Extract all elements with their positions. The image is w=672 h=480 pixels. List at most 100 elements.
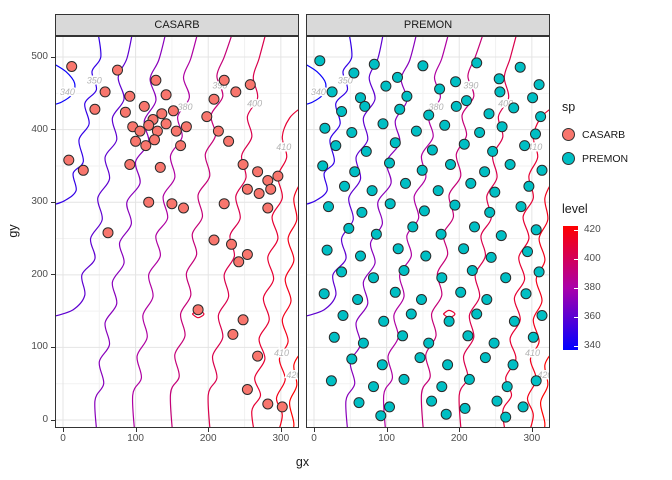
- x-tick-label: 300: [272, 433, 290, 444]
- data-point: [368, 272, 379, 284]
- contour-line: [131, 36, 198, 428]
- data-point: [436, 272, 448, 284]
- tick-mark: [51, 56, 55, 58]
- data-point: [339, 180, 350, 192]
- data-point: [463, 373, 475, 385]
- contour-line: [306, 36, 353, 205]
- data-point: [252, 350, 264, 362]
- data-point: [314, 55, 326, 67]
- data-point: [130, 135, 142, 147]
- data-point: [496, 121, 508, 133]
- y-tick-label: 500: [31, 51, 48, 63]
- data-point: [439, 119, 451, 131]
- data-point: [368, 58, 380, 70]
- data-point: [160, 118, 172, 130]
- data-point: [479, 352, 491, 364]
- data-point: [485, 251, 497, 263]
- data-point: [112, 64, 123, 76]
- data-point: [405, 308, 417, 320]
- data-point: [410, 125, 422, 137]
- data-point: [357, 337, 369, 349]
- data-point: [494, 86, 506, 98]
- data-point: [330, 140, 342, 152]
- data-point: [326, 86, 338, 98]
- data-point: [426, 144, 438, 156]
- data-point: [325, 375, 337, 387]
- data-point: [416, 294, 427, 305]
- contour-label: 390: [463, 80, 478, 90]
- data-point: [321, 244, 333, 256]
- data-point: [434, 83, 446, 95]
- x-tick-label: 200: [450, 433, 468, 444]
- tick-mark: [208, 428, 210, 432]
- x-tick-label: 0: [311, 433, 317, 444]
- casarb-point-swatch: [562, 128, 575, 141]
- contour-line: [55, 36, 133, 317]
- data-point: [504, 159, 516, 170]
- data-point: [175, 140, 187, 152]
- contour-line: [526, 184, 550, 428]
- data-point: [514, 61, 526, 73]
- data-point: [508, 102, 520, 114]
- y-tick-label: 300: [31, 196, 48, 208]
- data-point: [241, 249, 253, 260]
- data-point: [237, 159, 249, 170]
- data-point: [435, 228, 447, 240]
- data-point: [170, 125, 182, 137]
- data-point: [276, 401, 288, 413]
- data-point: [481, 294, 493, 305]
- level-tick-label: 380: [584, 282, 601, 293]
- data-point: [440, 408, 452, 420]
- contour-line: [306, 63, 327, 105]
- data-point: [533, 266, 545, 278]
- contour-line: [539, 354, 550, 428]
- legend-level: level: [562, 202, 588, 350]
- data-point: [487, 145, 499, 157]
- data-point: [458, 243, 470, 255]
- tick-mark: [531, 428, 533, 432]
- data-point: [319, 122, 331, 134]
- data-point: [212, 125, 224, 137]
- tick-mark: [135, 428, 137, 432]
- contour-line: [275, 184, 299, 428]
- data-point: [66, 61, 78, 72]
- legend-key-label: CASARB: [582, 128, 626, 141]
- data-point: [63, 154, 75, 166]
- facet-strip-casarb: CASARB: [55, 14, 299, 36]
- tick-mark: [459, 428, 461, 432]
- data-point: [420, 250, 432, 262]
- data-point: [414, 352, 426, 364]
- level-colorbar: [563, 226, 578, 350]
- data-point: [479, 166, 491, 178]
- y-tick-label: 100: [31, 341, 48, 353]
- tick-mark: [280, 428, 282, 432]
- facet-strip-label: CASARB: [154, 19, 200, 31]
- data-point: [167, 105, 179, 117]
- data-point: [318, 288, 330, 300]
- tick-mark: [51, 201, 55, 203]
- data-point: [124, 90, 136, 102]
- data-point: [375, 410, 387, 422]
- x-axis-title: gx: [295, 455, 310, 469]
- x-tick-label: 200: [199, 433, 217, 444]
- data-point: [201, 111, 213, 123]
- data-point: [353, 397, 365, 409]
- y-tick-label: 0: [42, 414, 48, 425]
- data-point: [356, 206, 368, 218]
- data-point: [389, 137, 401, 149]
- contour-label: 410: [525, 348, 540, 358]
- data-point: [398, 265, 410, 276]
- contour-line: [306, 36, 384, 317]
- data-point: [150, 74, 162, 86]
- data-point: [493, 73, 505, 85]
- data-point: [119, 106, 131, 118]
- x-tick-label: 0: [60, 433, 66, 444]
- data-point: [418, 205, 430, 217]
- data-point: [466, 265, 478, 276]
- data-point: [535, 111, 547, 123]
- data-point: [508, 315, 520, 327]
- data-point: [328, 331, 340, 343]
- contour-line: [55, 63, 76, 105]
- data-point: [471, 57, 483, 69]
- data-point: [474, 127, 486, 138]
